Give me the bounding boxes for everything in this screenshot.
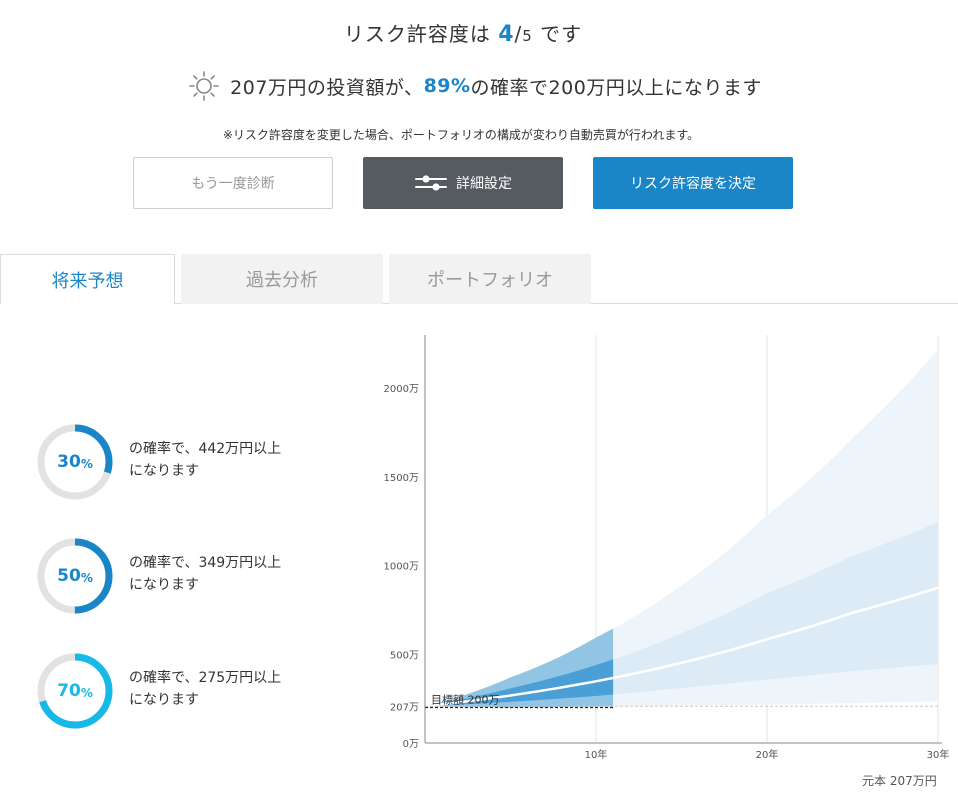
inner-band-highlight bbox=[425, 659, 614, 707]
forecast-chart-svg: 目標額 200万 0万 207万 500万 1000万 1500万 2000万 10年 20年 3… bbox=[384, 335, 950, 761]
y-tick-label: 0万 bbox=[403, 739, 419, 750]
tab-future-forecast-label: 将来予想 bbox=[51, 270, 124, 292]
tab-past-analysis-label: 過去分析 bbox=[246, 270, 318, 291]
decide-risk-label: リスク許容度を決定 bbox=[630, 176, 756, 192]
tab-bar: 将来予想 過去分析 ポートフォリオ bbox=[0, 254, 958, 305]
risk-level: 4 bbox=[498, 22, 515, 47]
ring-percent-sign: % bbox=[80, 570, 93, 585]
summary-suffix: の確率で200万円以上になります bbox=[470, 76, 762, 99]
probability-ring-label: 50% bbox=[36, 537, 114, 615]
inner-band bbox=[425, 522, 938, 707]
retry-diagnosis-button[interactable]: もう一度診断 bbox=[133, 157, 333, 209]
probability-line1: の確率で、275万円以上 bbox=[129, 670, 282, 686]
risk-tolerance-title: リスク許容度は 4/5 です bbox=[0, 18, 926, 47]
ring-percent: 50 bbox=[57, 566, 81, 586]
ring-progress bbox=[37, 653, 113, 729]
probability-ring bbox=[37, 653, 113, 729]
probability-summary: 207万円の投資額が、 89% の確率で200万円以上になります bbox=[0, 70, 950, 102]
median-line bbox=[424, 586, 939, 708]
sliders-icon bbox=[415, 175, 447, 191]
probability-ring bbox=[37, 424, 113, 500]
x-tick-label: 20年 bbox=[756, 748, 779, 761]
x-tick-label: 10年 bbox=[585, 748, 608, 761]
y-tick-label: 207万 bbox=[390, 702, 419, 713]
forecast-chart: 目標額 200万 0万 207万 500万 1000万 1500万 2000万 10年 20年 3… bbox=[370, 330, 958, 802]
y-tick-label: 1000万 bbox=[384, 562, 419, 573]
title-prefix: リスク許容度は bbox=[343, 22, 499, 46]
probability-item-30: 30% の確率で、442万円以上 になります bbox=[36, 423, 336, 501]
tab-portfolio-label: ポートフォリオ bbox=[427, 270, 553, 291]
ring-progress bbox=[37, 424, 113, 500]
probability-line2: になります bbox=[129, 692, 199, 708]
y-tick-label: 1500万 bbox=[384, 473, 419, 484]
title-suffix: です bbox=[532, 22, 583, 46]
probability-line1: の確率で、442万円以上 bbox=[129, 441, 282, 457]
tab-past-analysis[interactable]: 過去分析 bbox=[181, 254, 383, 304]
summary-prefix: 207万円の投資額が、 bbox=[230, 76, 424, 99]
ring-progress bbox=[37, 538, 113, 614]
probability-ring bbox=[37, 538, 113, 614]
x-tick-label: 30年 bbox=[927, 748, 950, 761]
risk-slash: / bbox=[514, 22, 523, 46]
ring-percent: 70 bbox=[57, 681, 81, 701]
detail-settings-button[interactable]: 詳細設定 bbox=[363, 157, 563, 209]
ring-percent-sign: % bbox=[80, 685, 93, 700]
probability-text: の確率で、442万円以上 になります bbox=[129, 438, 281, 482]
probability-line2: になります bbox=[129, 577, 199, 593]
probability-ring-label: 30% bbox=[36, 423, 114, 501]
summary-probability: 89% bbox=[423, 75, 471, 97]
decide-risk-button[interactable]: リスク許容度を決定 bbox=[593, 157, 793, 209]
tab-portfolio[interactable]: ポートフォリオ bbox=[389, 254, 591, 304]
retry-diagnosis-label: もう一度診断 bbox=[191, 176, 275, 192]
probability-text: の確率で、349万円以上 になります bbox=[129, 552, 281, 596]
probability-line2: になります bbox=[129, 463, 199, 479]
probability-item-50: 50% の確率で、349万円以上 になります bbox=[36, 537, 336, 615]
probability-text: の確率で、275万円以上 になります bbox=[129, 667, 281, 711]
detail-settings-label: 詳細設定 bbox=[456, 176, 512, 192]
probability-item-70: 70% の確率で、275万円以上 になります bbox=[36, 652, 336, 730]
risk-max: 5 bbox=[522, 27, 533, 45]
y-tick-label: 500万 bbox=[390, 650, 419, 661]
ring-percent-sign: % bbox=[80, 456, 93, 471]
ring-percent: 30 bbox=[57, 452, 81, 472]
sun-icon bbox=[189, 71, 219, 101]
probability-ring-label: 70% bbox=[36, 652, 114, 730]
probability-line1: の確率で、349万円以上 bbox=[129, 555, 282, 571]
principal-label: 元本 207万円 bbox=[862, 774, 937, 788]
rebalance-notice: ※リスク許容度を変更した場合、ポートフォリオの構成が変わり自動売買が行われます。 bbox=[222, 128, 700, 142]
tab-future-forecast[interactable]: 将来予想 bbox=[0, 254, 175, 305]
y-tick-label: 2000万 bbox=[384, 384, 419, 395]
target-label: 目標額 200万 bbox=[431, 693, 500, 707]
